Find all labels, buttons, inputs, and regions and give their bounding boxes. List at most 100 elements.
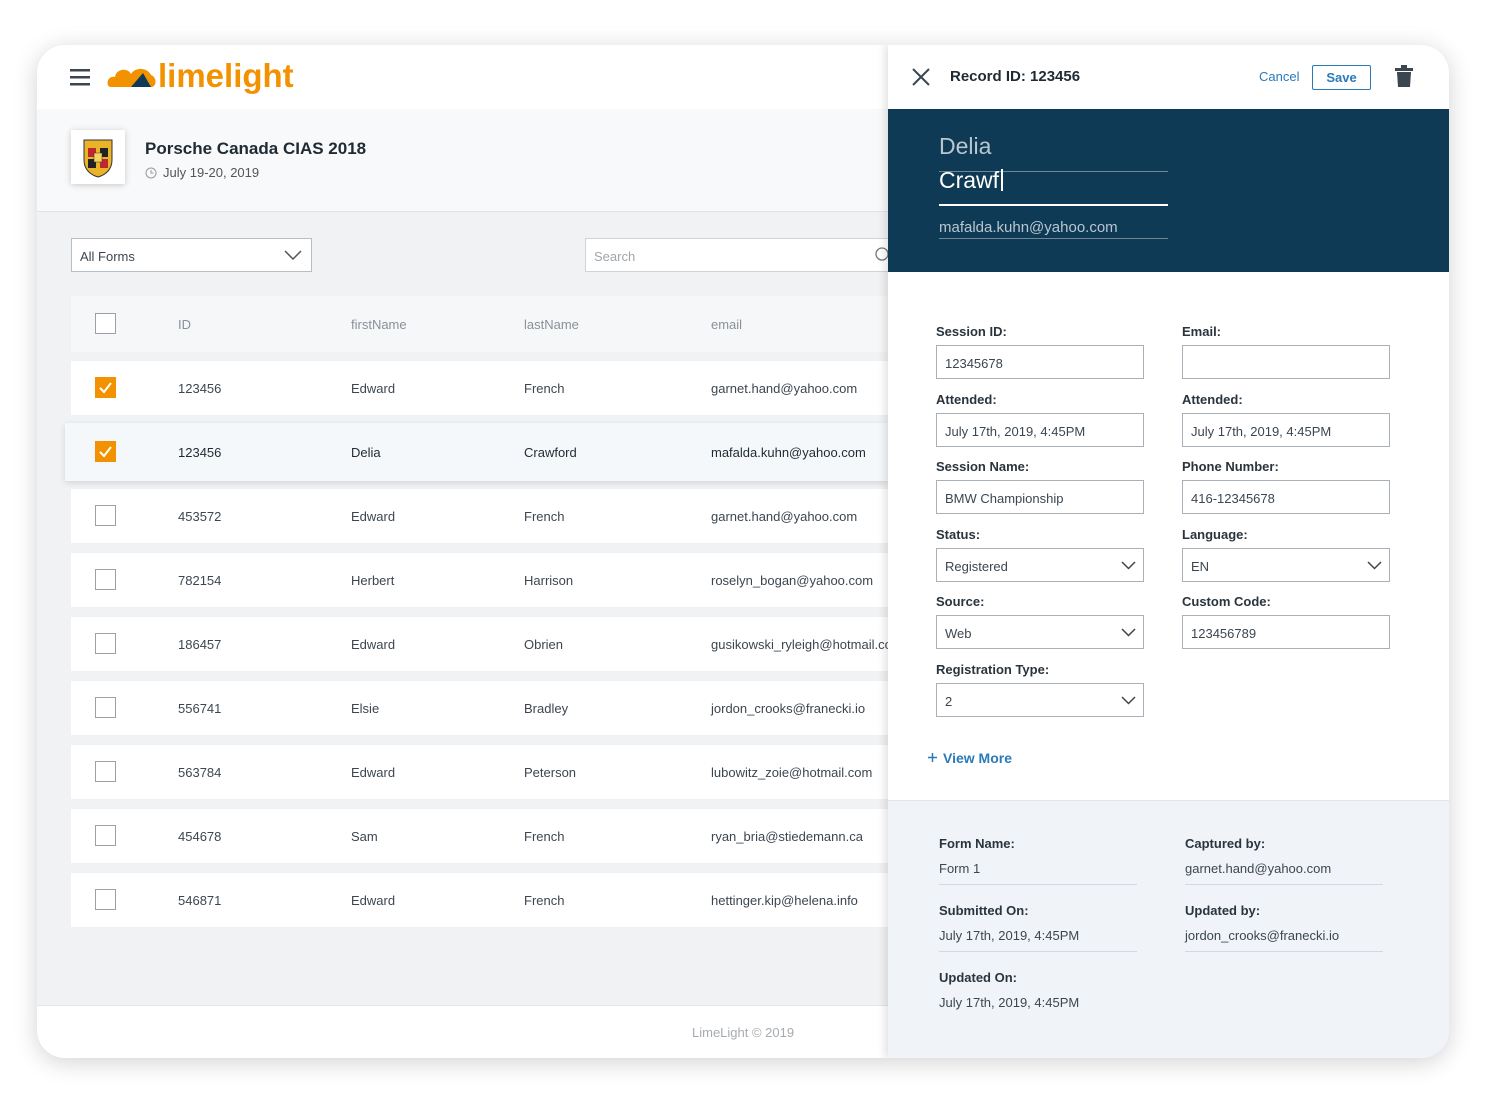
field-value: 12345678 [945, 356, 1003, 371]
footer: LimeLight © 2019 [37, 1005, 888, 1058]
table-row[interactable] [71, 681, 888, 735]
cell: garnet.hand@yahoo.com [711, 381, 858, 396]
save-button[interactable]: Save [1312, 65, 1371, 90]
cell: 186457 [178, 637, 222, 652]
select-input[interactable]: Web [936, 615, 1144, 649]
cell: French [524, 509, 565, 524]
column-header: ID [178, 317, 191, 332]
close-icon[interactable] [912, 68, 930, 86]
row-checkbox[interactable] [95, 825, 116, 846]
cell: Delia [351, 445, 381, 460]
field-value: EN [1191, 558, 1210, 574]
table-row[interactable] [71, 873, 888, 927]
text-input[interactable]: July 17th, 2019, 4:45PM [1182, 412, 1390, 447]
field-label: Registration Type: [936, 661, 1050, 677]
footer-text: LimeLight © 2019 [692, 1025, 795, 1040]
clock-icon [145, 167, 157, 179]
table-row[interactable] [65, 423, 888, 481]
cell: Harrison [524, 573, 574, 588]
records-table: ID firstName lastName email 123456 Edward Fren… [37, 45, 903, 1058]
cell: Edward [351, 509, 396, 524]
row-checkbox[interactable] [95, 889, 116, 910]
cancel-button[interactable]: Cancel [1259, 69, 1300, 84]
cell: 123456 [178, 381, 222, 396]
table-row[interactable] [71, 361, 888, 415]
table-row[interactable] [71, 617, 888, 671]
select-input[interactable]: 2 [936, 682, 1144, 717]
cell: Peterson [524, 765, 577, 780]
field-label: Session Name: [936, 459, 1030, 474]
cell: French [524, 381, 565, 396]
meta-divider [939, 951, 1137, 952]
table-row[interactable] [71, 809, 888, 863]
row-checkbox[interactable] [95, 633, 116, 654]
field-label: Source: [936, 594, 985, 609]
row-checkbox[interactable] [95, 761, 116, 782]
first-name[interactable]: Delia [939, 133, 992, 159]
cell: 453572 [178, 509, 222, 524]
cell: Elsie [351, 701, 380, 716]
cell: 556741 [178, 701, 222, 716]
row-checkbox[interactable] [95, 697, 116, 718]
table-row[interactable] [71, 489, 888, 543]
row-checkbox[interactable] [95, 377, 116, 398]
meta-value: jordon_crooks@franecki.io [1185, 928, 1340, 943]
cell: 782154 [178, 573, 222, 588]
row-checkbox[interactable] [95, 569, 116, 590]
event-date: July 19-20, 2019 [163, 165, 260, 180]
column-header: lastName [524, 317, 579, 332]
logo-mark [107, 68, 156, 87]
cell: Herbert [351, 573, 395, 588]
column-header: firstName [351, 317, 407, 332]
cell: Obrien [524, 637, 564, 652]
select-input[interactable]: Registered [936, 547, 1144, 582]
field-label: Attended: [936, 391, 997, 407]
field-value: July 17th, 2019, 4:45PM [945, 423, 1086, 439]
meta-label: Form Name: [939, 836, 1015, 851]
form-select-value: All Forms [80, 249, 135, 264]
meta-label: Updated On: [939, 970, 1017, 985]
search-input[interactable]: Search [585, 238, 895, 272]
table-row[interactable] [71, 745, 888, 799]
cell: Edward [351, 765, 396, 780]
field-label: Email: [1182, 324, 1222, 339]
row-checkbox[interactable] [95, 313, 116, 334]
text-input[interactable] [1182, 345, 1390, 379]
text-input[interactable]: BMW Championship [936, 480, 1144, 514]
field-label: Status: [936, 526, 981, 542]
app-window: limelight Porsche Canada CIAS 2018 July … [37, 45, 1449, 1058]
form-select[interactable]: All Forms [71, 238, 312, 272]
field-value: Registered [945, 558, 1008, 574]
text-input[interactable]: July 17th, 2019, 4:45PM [936, 412, 1144, 447]
email-field[interactable]: mafalda.kuhn@yahoo.com [939, 219, 1118, 236]
name-header: Delia Crawf mafalda.kuhn@yahoo.com [888, 109, 1449, 272]
menu-icon[interactable] [70, 69, 90, 86]
delete-icon[interactable] [1395, 65, 1413, 87]
cell: Sam [351, 829, 378, 844]
meta-value: July 17th, 2019, 4:45PM [939, 995, 1080, 1010]
cell: 123456 [178, 445, 222, 460]
row-checkbox[interactable] [95, 505, 116, 526]
field-label: Phone Number: [1182, 459, 1279, 474]
cell: 454678 [178, 829, 222, 844]
text-input[interactable]: 123456789 [1182, 615, 1390, 649]
last-name[interactable]: Crawf [939, 169, 1003, 192]
record-title: Record ID: 123456 [950, 68, 1081, 85]
field-value: July 17th, 2019, 4:45PM [1191, 423, 1332, 439]
table-row[interactable] [71, 553, 888, 607]
meta-label: Captured by: [1185, 836, 1266, 851]
field-value: 416-12345678 [1191, 491, 1275, 506]
cell: hettinger.kip@helena.info [711, 893, 858, 908]
cell: roselyn_bogan@yahoo.com [711, 573, 874, 588]
search-placeholder: Search [594, 249, 636, 264]
cell: 563784 [178, 765, 222, 780]
meta-divider [1185, 951, 1383, 952]
meta-divider [1185, 884, 1383, 885]
record-panel: Record ID: 123456 Cancel Save Delia Craw… [888, 45, 1449, 1058]
cell: mafalda.kuhn@yahoo.com [711, 445, 866, 460]
select-input[interactable]: EN [1182, 547, 1390, 582]
text-input[interactable]: 12345678 [936, 345, 1144, 379]
row-checkbox[interactable] [95, 441, 116, 462]
text-input[interactable]: 416-12345678 [1182, 480, 1390, 514]
last-name-text: Crawf [939, 167, 1000, 193]
